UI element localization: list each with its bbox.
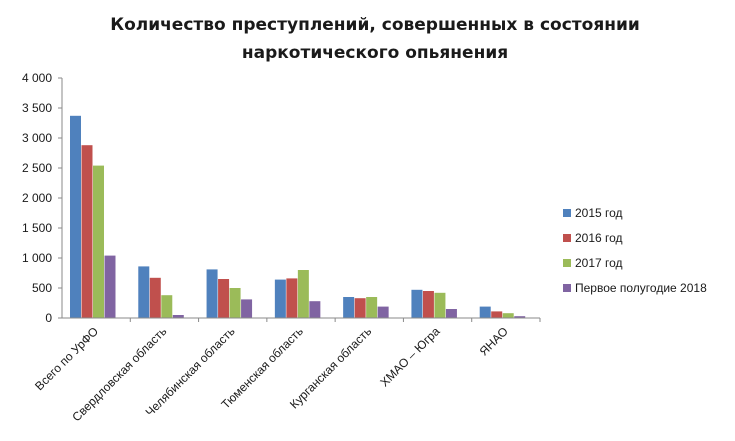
bar-3-2	[218, 279, 230, 318]
y-axis: 0 500 1 000 1 500 2 000 2 500 3 000 3 500 4 000	[22, 71, 63, 325]
y-tick-label: 2 500	[22, 161, 52, 175]
y-tick-label: 500	[32, 281, 52, 295]
bar-3-4	[241, 299, 253, 318]
legend-label: Первое полугодие 2018	[575, 281, 707, 295]
bar-6-4	[445, 309, 457, 318]
x-category-label: Всего по УрФО	[32, 324, 101, 393]
x-category-label: ХМАО – Югра	[377, 324, 442, 389]
y-tick-label: 1 500	[22, 221, 52, 235]
bar-5-1	[343, 297, 355, 318]
bar-4-1	[274, 279, 286, 318]
y-tick-label: 4 000	[22, 71, 52, 85]
bar-1-2	[81, 145, 93, 318]
chart-title-line-2: наркотического опьянения	[242, 43, 508, 63]
legend-swatch	[563, 284, 571, 292]
bar-7-4	[514, 316, 526, 318]
bar-2-4	[172, 315, 184, 318]
bar-2-2	[149, 277, 161, 318]
legend-label: 2016 год	[575, 231, 623, 245]
y-tick-label: 0	[45, 311, 52, 325]
bar-2-1	[138, 266, 150, 318]
bar-1-1	[70, 115, 81, 318]
y-tick-label: 2 000	[22, 191, 52, 205]
y-tick-label: 3 500	[22, 101, 52, 115]
chart-title: Количество преступлений, совершенных в с…	[110, 15, 640, 63]
bar-4-3	[297, 270, 309, 318]
bar-6-3	[434, 292, 446, 318]
y-tick-label: 1 000	[22, 251, 52, 265]
bar-7-3	[502, 313, 514, 318]
bar-2-3	[161, 295, 173, 318]
chart-title-line-1: Количество преступлений, совершенных в с…	[110, 15, 640, 35]
bars	[70, 115, 526, 318]
legend-label: 2015 год	[575, 206, 623, 220]
bar-1-3	[93, 165, 104, 318]
bar-6-2	[422, 291, 434, 318]
bar-3-1	[206, 269, 218, 318]
bar-7-2	[491, 311, 503, 318]
bar-7-1	[479, 306, 491, 318]
legend-label: 2017 год	[575, 256, 623, 270]
bar-3-3	[229, 288, 241, 318]
legend-swatch	[563, 234, 571, 242]
bar-5-4	[377, 306, 389, 318]
bar-4-4	[309, 301, 321, 318]
legend-swatch	[563, 209, 571, 217]
bar-1-4	[104, 255, 116, 318]
bar-6-1	[411, 289, 423, 318]
bar-5-2	[354, 298, 366, 318]
y-tick-label: 3 000	[22, 131, 52, 145]
x-category-label: ЯНАО	[477, 324, 511, 358]
bar-4-2	[286, 278, 298, 318]
legend: 2015 год 2016 год 2017 год Первое полугодие…	[563, 206, 707, 295]
bar-5-3	[366, 297, 378, 318]
legend-swatch	[563, 259, 571, 267]
